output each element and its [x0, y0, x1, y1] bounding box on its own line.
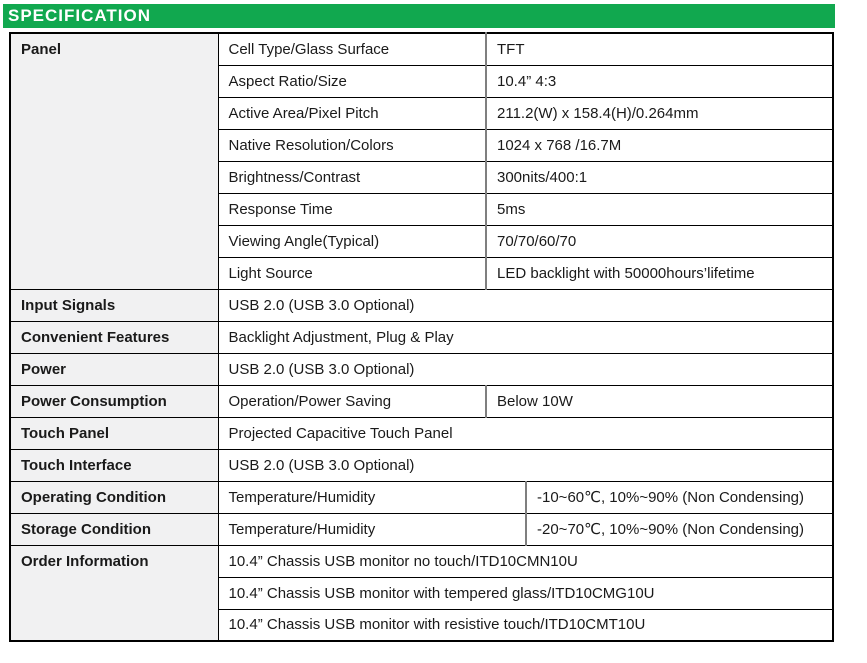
- category-touch-interface: Touch Interface: [10, 448, 218, 482]
- table-row: Input Signals USB 2.0 (USB 3.0 Optional): [10, 288, 833, 322]
- panel-value-active-area: 211.2(W) x 158.4(H)/0.264mm: [485, 96, 833, 130]
- panel-label-resolution: Native Resolution/Colors: [217, 128, 486, 162]
- panel-value-response-time: 5ms: [485, 192, 833, 226]
- table-row: Brightness/Contrast 300nits/400:1: [10, 160, 833, 194]
- category-touch-panel: Touch Panel: [10, 416, 218, 450]
- order-item-no-touch: 10.4” Chassis USB monitor no touch/ITD10…: [217, 544, 833, 578]
- table-row: Light Source LED backlight with 50000hou…: [10, 256, 833, 290]
- table-row: Order Information 10.4” Chassis USB moni…: [10, 544, 833, 642]
- specification-table: Panel Cell Type/Glass Surface TFT Aspect…: [9, 32, 834, 642]
- value-input-signals: USB 2.0 (USB 3.0 Optional): [217, 288, 833, 322]
- panel-value-aspect-ratio: 10.4” 4:3: [485, 64, 833, 98]
- value-touch-panel: Projected Capacitive Touch Panel: [217, 416, 833, 450]
- table-row: Panel Cell Type/Glass Surface TFT: [10, 32, 833, 290]
- label-storage-condition: Temperature/Humidity: [217, 512, 526, 546]
- panel-label-viewing-angle: Viewing Angle(Typical): [217, 224, 486, 258]
- panel-value-resolution: 1024 x 768 /16.7M: [485, 128, 833, 162]
- panel-label-aspect-ratio: Aspect Ratio/Size: [217, 64, 486, 98]
- label-operating-condition: Temperature/Humidity: [217, 480, 526, 514]
- table-row: Touch Panel Projected Capacitive Touch P…: [10, 416, 833, 450]
- value-convenient-features: Backlight Adjustment, Plug & Play: [217, 320, 833, 354]
- panel-value-cell-type: TFT: [485, 32, 833, 66]
- table-row: Aspect Ratio/Size 10.4” 4:3: [10, 64, 833, 98]
- category-storage-condition: Storage Condition: [10, 512, 218, 546]
- panel-label-cell-type: Cell Type/Glass Surface: [217, 32, 486, 66]
- section-title: SPECIFICATION: [8, 6, 152, 25]
- table-row: Viewing Angle(Typical) 70/70/60/70: [10, 224, 833, 258]
- panel-label-brightness: Brightness/Contrast: [217, 160, 486, 194]
- category-power: Power: [10, 352, 218, 386]
- panel-label-active-area: Active Area/Pixel Pitch: [217, 96, 486, 130]
- table-row: Power Consumption Operation/Power Saving…: [10, 384, 833, 418]
- table-row: 10.4” Chassis USB monitor with resistive…: [10, 608, 833, 642]
- value-storage-condition: -20~70℃, 10%~90% (Non Condensing): [525, 512, 833, 546]
- table-row: Response Time 5ms: [10, 192, 833, 226]
- order-item-resistive-touch: 10.4” Chassis USB monitor with resistive…: [217, 608, 833, 642]
- category-input-signals: Input Signals: [10, 288, 218, 322]
- panel-value-light-source: LED backlight with 50000hours’lifetime: [485, 256, 833, 290]
- value-power-consumption: Below 10W: [485, 384, 833, 418]
- table-row: Operating Condition Temperature/Humidity…: [10, 480, 833, 514]
- panel-label-response-time: Response Time: [217, 192, 486, 226]
- panel-value-brightness: 300nits/400:1: [485, 160, 833, 194]
- table-row: Power USB 2.0 (USB 3.0 Optional): [10, 352, 833, 386]
- table-row: Convenient Features Backlight Adjustment…: [10, 320, 833, 354]
- value-operating-condition: -10~60℃, 10%~90% (Non Condensing): [525, 480, 833, 514]
- value-touch-interface: USB 2.0 (USB 3.0 Optional): [217, 448, 833, 482]
- value-power: USB 2.0 (USB 3.0 Optional): [217, 352, 833, 386]
- panel-value-viewing-angle: 70/70/60/70: [485, 224, 833, 258]
- label-power-consumption: Operation/Power Saving: [217, 384, 486, 418]
- order-item-tempered-glass: 10.4” Chassis USB monitor with tempered …: [217, 576, 833, 610]
- category-order-information: Order Information: [10, 544, 218, 642]
- category-panel: Panel: [10, 32, 218, 290]
- category-convenient-features: Convenient Features: [10, 320, 218, 354]
- table-row: Touch Interface USB 2.0 (USB 3.0 Optiona…: [10, 448, 833, 482]
- table-row: 10.4” Chassis USB monitor with tempered …: [10, 576, 833, 610]
- category-power-consumption: Power Consumption: [10, 384, 218, 418]
- panel-label-light-source: Light Source: [217, 256, 486, 290]
- category-operating-condition: Operating Condition: [10, 480, 218, 514]
- table-row: Storage Condition Temperature/Humidity -…: [10, 512, 833, 546]
- section-header-bar: SPECIFICATION: [3, 4, 835, 28]
